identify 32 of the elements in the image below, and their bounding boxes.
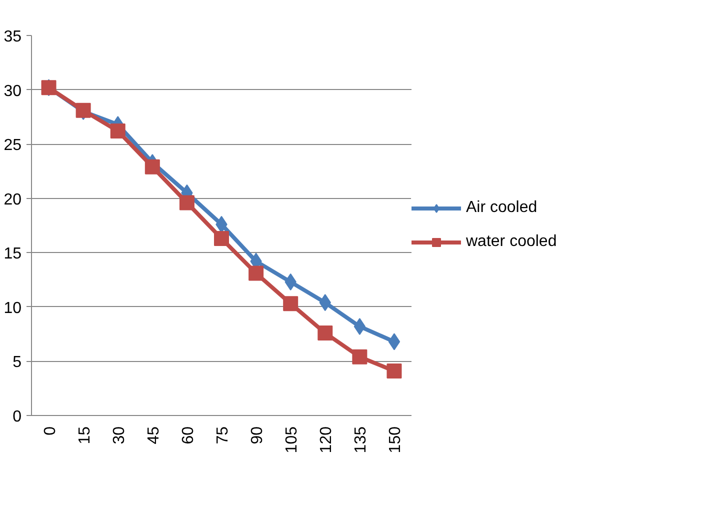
point <box>283 296 298 312</box>
legend-label: Air cooled <box>466 199 538 217</box>
x-tick-label: 0 <box>42 426 59 436</box>
y-tick-label: 30 <box>4 82 22 100</box>
point <box>386 363 402 378</box>
y-tick-label: 35 <box>4 28 22 46</box>
x-tick-label: 45 <box>145 426 162 444</box>
y-tick-label: 5 <box>12 354 22 372</box>
point <box>354 318 366 335</box>
point <box>352 349 368 364</box>
x-tick-label: 105 <box>284 426 301 454</box>
legend-label: water cooled <box>466 233 557 251</box>
point <box>144 159 160 174</box>
x-tick-label: 90 <box>249 426 266 444</box>
point <box>318 325 333 340</box>
point <box>388 333 400 350</box>
x-tick-label: 75 <box>214 426 232 444</box>
point <box>179 195 194 210</box>
x-tick-label: 15 <box>76 426 94 444</box>
point <box>110 124 126 139</box>
y-tick-label: 20 <box>4 191 22 208</box>
y-tick-label: 25 <box>4 137 22 154</box>
x-tick-label: 120 <box>318 426 336 454</box>
point <box>214 231 229 246</box>
y-tick-label: 15 <box>4 246 22 263</box>
x-tick-label: 60 <box>180 426 197 444</box>
y-tick-label: 10 <box>4 300 22 317</box>
x-tick-label: 150 <box>387 426 404 454</box>
point <box>248 266 264 281</box>
x-tick-label: 30 <box>110 426 128 444</box>
x-tick-label: 135 <box>352 426 370 454</box>
y-tick-label: 0 <box>12 408 22 426</box>
